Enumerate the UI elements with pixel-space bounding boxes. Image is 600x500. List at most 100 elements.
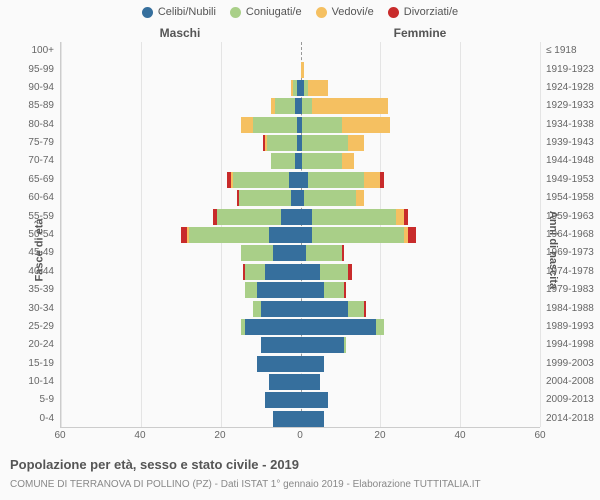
male-bar xyxy=(61,209,301,225)
bar-segment xyxy=(189,227,269,243)
birth-year-label: 1924-1928 xyxy=(546,80,594,96)
age-label: 50-54 xyxy=(28,227,54,243)
age-row xyxy=(61,337,540,353)
bar-segment xyxy=(281,209,301,225)
female-bar xyxy=(301,411,541,427)
birth-year-label: 1984-1988 xyxy=(546,301,594,317)
legend: Celibi/Nubili Coniugati/e Vedovi/e Divorzia… xyxy=(0,6,600,18)
bar-segment xyxy=(273,411,301,427)
bar-segment xyxy=(241,117,253,133)
legend-label: Coniugati/e xyxy=(246,6,302,18)
bar-segment xyxy=(348,264,352,280)
bar-segment xyxy=(265,264,301,280)
bar-segment xyxy=(275,98,295,114)
x-tick: 20 xyxy=(374,430,385,441)
legend-item: Vedovi/e xyxy=(316,6,374,18)
age-row xyxy=(61,319,540,335)
age-row xyxy=(61,43,540,59)
female-bar xyxy=(301,337,541,353)
age-row xyxy=(61,282,540,298)
male-bar xyxy=(61,117,301,133)
bar-segment xyxy=(348,301,364,317)
age-row xyxy=(61,209,540,225)
male-bar xyxy=(61,62,301,78)
female-bar xyxy=(301,245,541,261)
age-row xyxy=(61,227,540,243)
age-row xyxy=(61,80,540,96)
male-bar xyxy=(61,411,301,427)
age-label: 45-49 xyxy=(28,245,54,261)
x-tick: 60 xyxy=(54,430,65,441)
age-label: 60-64 xyxy=(28,190,54,206)
age-label: 75-79 xyxy=(28,135,54,151)
bar-segment xyxy=(348,135,364,151)
bar-segment xyxy=(301,411,325,427)
birth-year-label: 2014-2018 xyxy=(546,411,594,427)
bar-segment xyxy=(301,356,325,372)
birth-year-label: 1939-1943 xyxy=(546,135,594,151)
male-bar xyxy=(61,227,301,243)
legend-item: Divorziati/e xyxy=(388,6,458,18)
header-females: Femmine xyxy=(300,26,540,40)
bar-segment xyxy=(253,301,261,317)
x-axis: 6040200204060 xyxy=(60,430,540,444)
age-label: 10-14 xyxy=(28,374,54,390)
birth-year-label: 1919-1923 xyxy=(546,62,594,78)
bar-segment xyxy=(301,374,321,390)
age-label: 85-89 xyxy=(28,98,54,114)
birth-year-label: 1934-1938 xyxy=(546,117,594,133)
female-bar xyxy=(301,98,541,114)
bar-segment xyxy=(269,227,301,243)
birth-year-label: 1964-1968 xyxy=(546,227,594,243)
legend-label: Celibi/Nubili xyxy=(158,6,216,18)
age-row xyxy=(61,392,540,408)
female-bar xyxy=(301,172,541,188)
x-tick: 60 xyxy=(534,430,545,441)
age-label: 70-74 xyxy=(28,153,54,169)
female-bar xyxy=(301,135,541,151)
bar-segment xyxy=(302,153,342,169)
header-males: Maschi xyxy=(60,26,300,40)
bar-segment xyxy=(301,319,377,335)
birth-year-label: 1969-1973 xyxy=(546,245,594,261)
age-row xyxy=(61,62,540,78)
female-bar xyxy=(301,43,541,59)
chart-title: Popolazione per età, sesso e stato civil… xyxy=(10,457,299,472)
bar-segment xyxy=(312,227,404,243)
age-label: 100+ xyxy=(31,43,54,59)
bar-segment xyxy=(273,245,301,261)
legend-label: Divorziati/e xyxy=(404,6,458,18)
birth-year-label: 1949-1953 xyxy=(546,172,594,188)
bar-segment xyxy=(257,356,301,372)
gridline xyxy=(540,42,541,427)
bar-segment xyxy=(301,392,329,408)
bar-segment xyxy=(267,135,297,151)
birth-year-label: 1944-1948 xyxy=(546,153,594,169)
female-bar xyxy=(301,374,541,390)
male-bar xyxy=(61,43,301,59)
age-row xyxy=(61,301,540,317)
bar-segment xyxy=(306,245,342,261)
age-row xyxy=(61,245,540,261)
age-row xyxy=(61,374,540,390)
age-label: 30-34 xyxy=(28,301,54,317)
bar-segment xyxy=(269,374,301,390)
gender-headers: Maschi Femmine xyxy=(60,26,540,40)
bar-segment xyxy=(342,245,344,261)
legend-swatch xyxy=(230,7,241,18)
bar-segment xyxy=(304,190,356,206)
male-bar xyxy=(61,80,301,96)
bar-segment xyxy=(241,245,273,261)
bar-segment xyxy=(408,227,416,243)
bar-segment xyxy=(308,172,364,188)
bar-segment xyxy=(380,172,384,188)
bar-segment xyxy=(271,153,295,169)
age-label: 95-99 xyxy=(28,62,54,78)
bar-segment xyxy=(301,264,321,280)
male-bar xyxy=(61,245,301,261)
legend-swatch xyxy=(142,7,153,18)
birth-year-label: ≤ 1918 xyxy=(546,43,577,59)
bar-segment xyxy=(302,117,342,133)
bar-segment xyxy=(342,153,354,169)
age-label: 0-4 xyxy=(40,411,54,427)
